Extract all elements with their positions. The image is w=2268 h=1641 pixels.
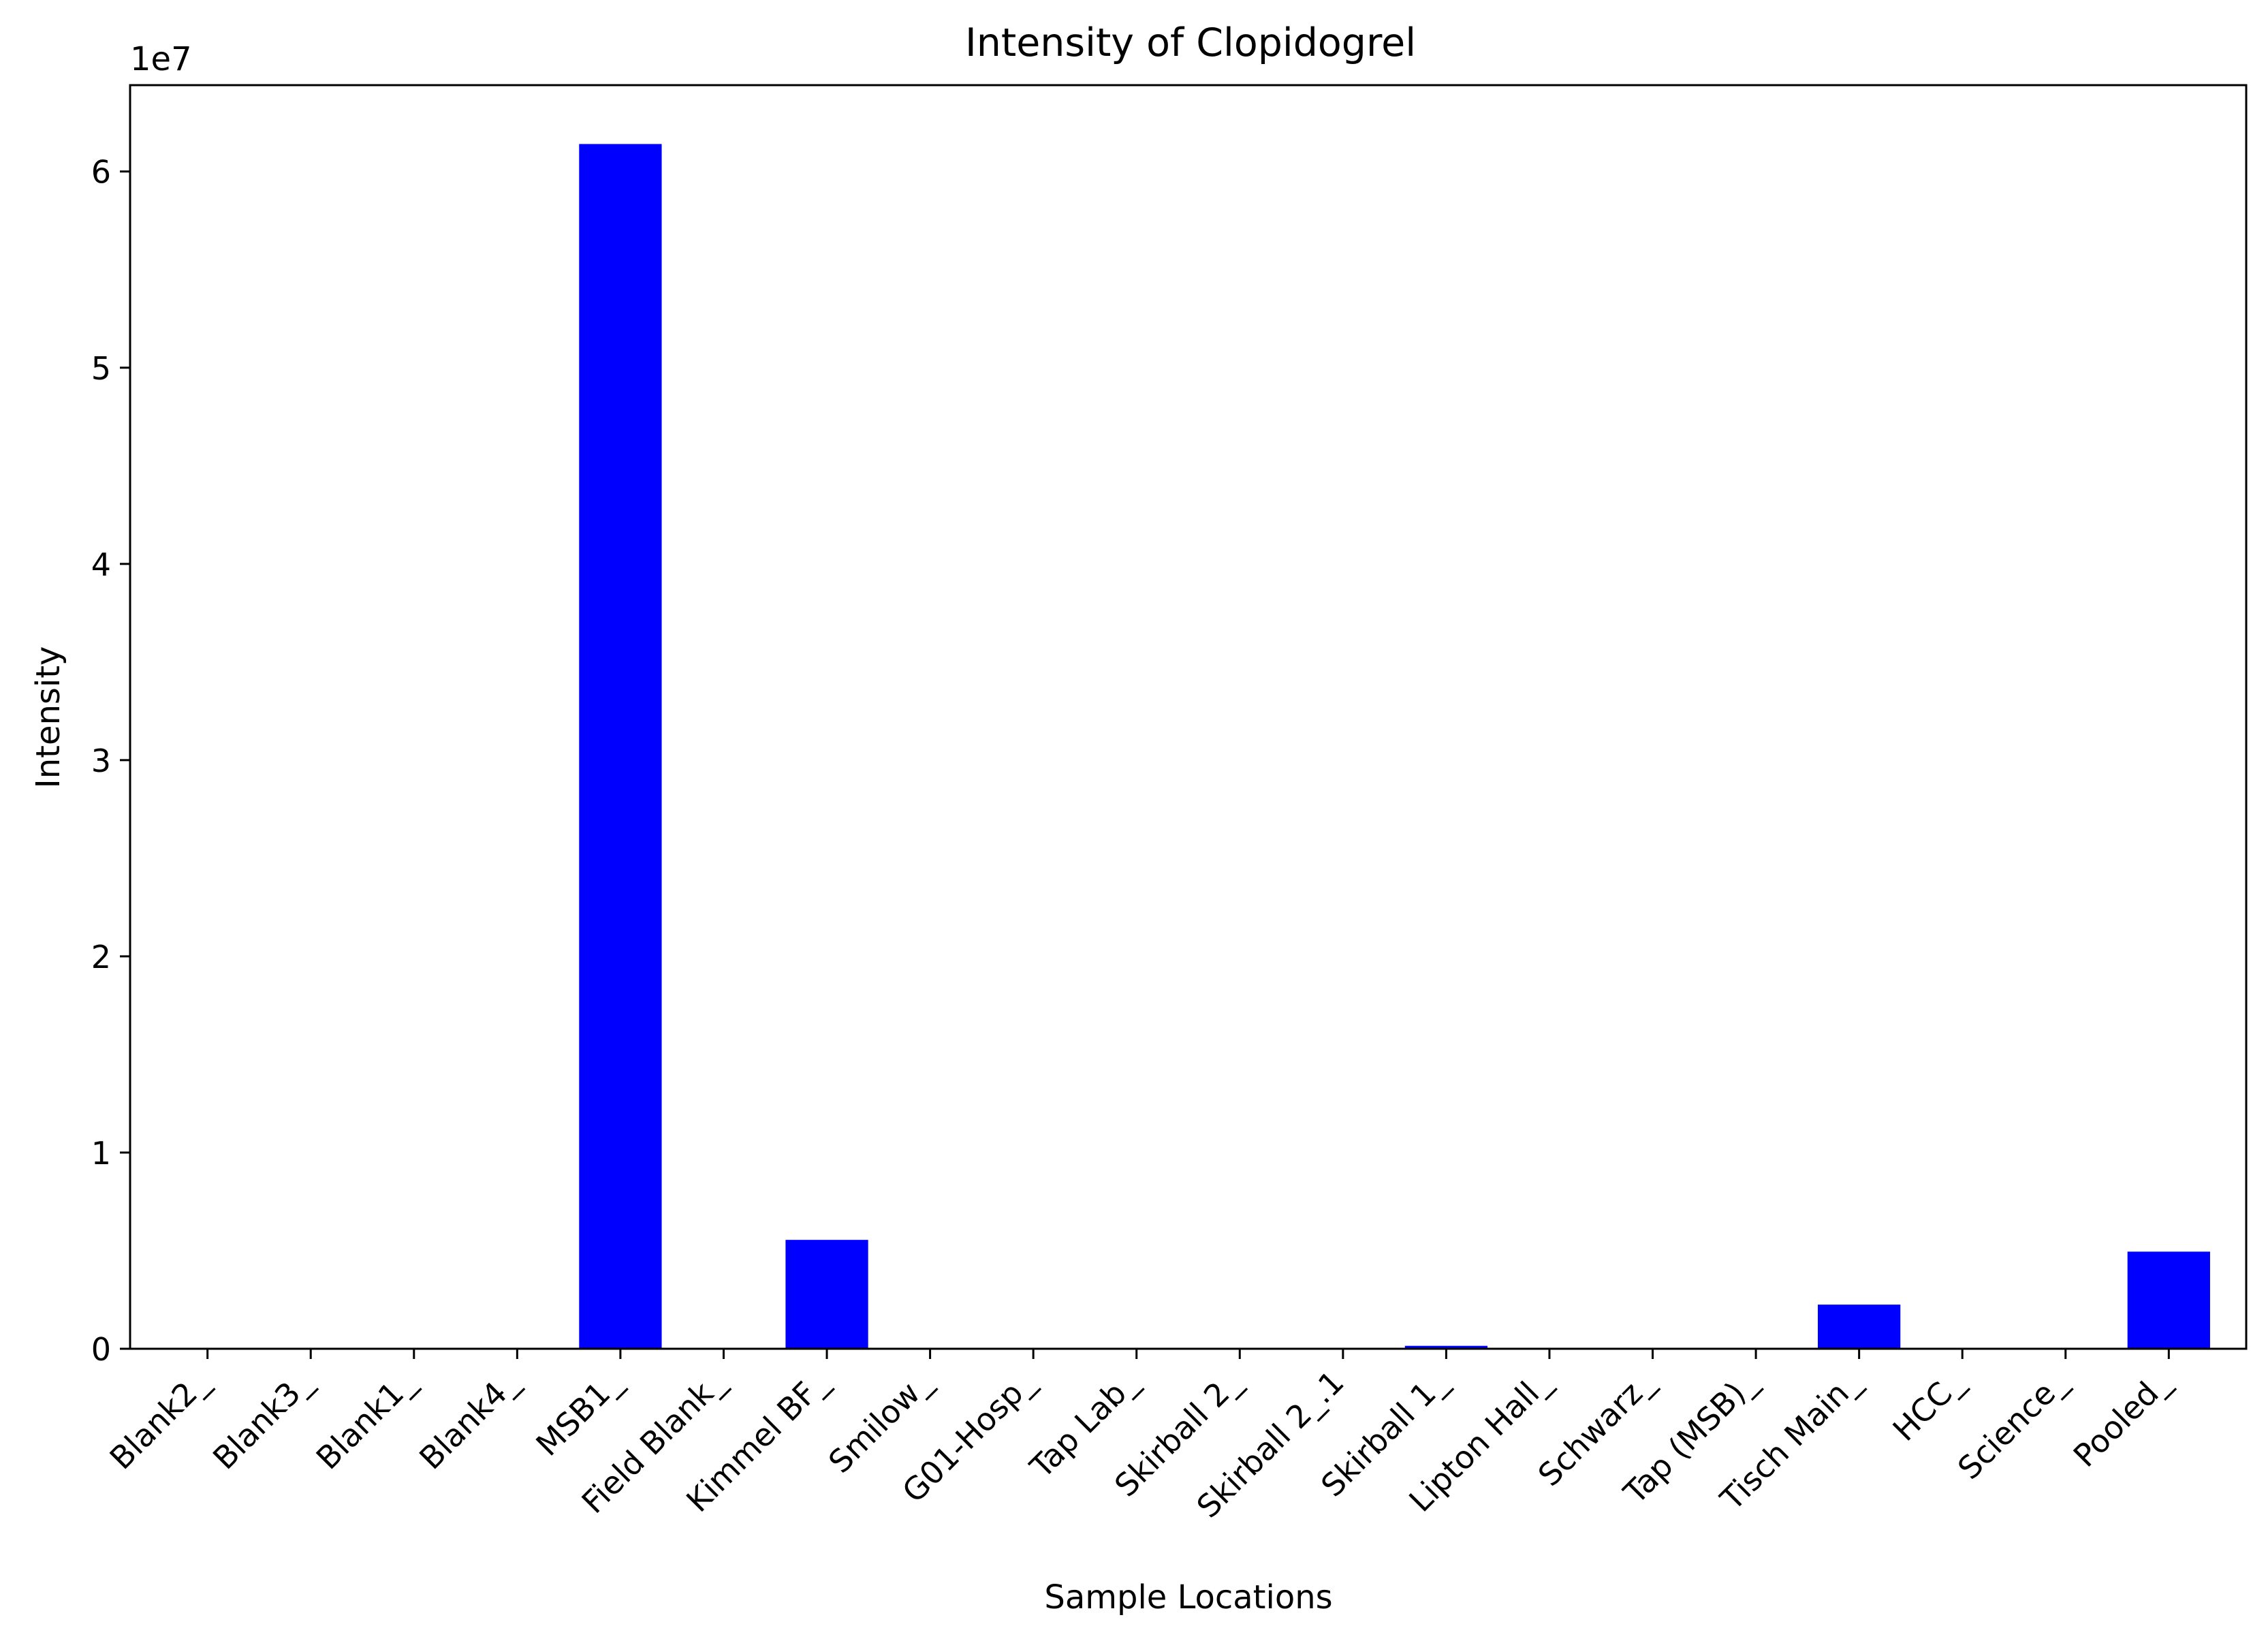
bar — [1818, 1304, 1901, 1349]
y-tick-label: 1 — [91, 1135, 111, 1172]
y-axis-offset-label: 1e7 — [130, 40, 192, 78]
y-tick-label: 2 — [91, 939, 111, 975]
y-axis-label: Intensity — [29, 646, 67, 789]
bar-group — [579, 144, 2210, 1349]
plot-frame — [129, 84, 2248, 1350]
bar — [579, 144, 662, 1349]
y-tick-label: 3 — [91, 743, 111, 779]
y-axis-ticks: 0 1 2 3 4 5 6 — [91, 154, 130, 1368]
y-tick-label: 6 — [91, 154, 111, 191]
chart-title: Intensity of Clopidogrel — [965, 20, 1416, 65]
bar — [1404, 1345, 1488, 1349]
bar — [2127, 1251, 2210, 1349]
y-tick-label: 0 — [91, 1331, 111, 1368]
x-axis-label: Sample Locations — [1044, 1578, 1332, 1616]
y-tick-label: 5 — [91, 350, 111, 387]
bar — [785, 1240, 868, 1349]
y-tick-label: 4 — [91, 546, 111, 583]
